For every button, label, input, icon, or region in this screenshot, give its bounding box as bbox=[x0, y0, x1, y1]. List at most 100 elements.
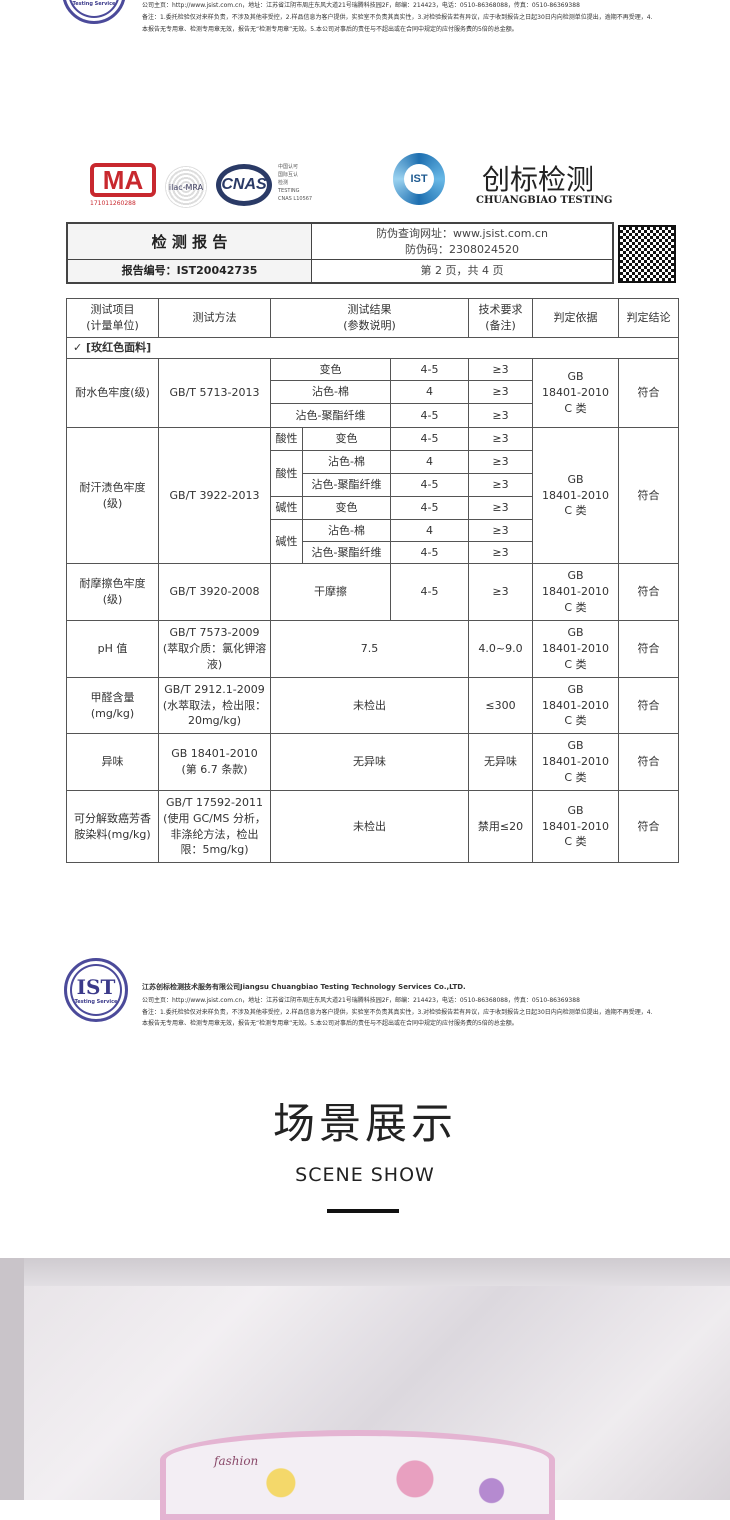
table-row: 碱性 变色 4-5 ≥3 bbox=[67, 496, 679, 520]
table-cell: 沾色-聚酯纤维 bbox=[302, 541, 391, 564]
element: IST bbox=[75, 0, 114, 1]
table-cell: 4-5 bbox=[389, 427, 470, 451]
table-cell: GB 18401-2010 C 类 bbox=[532, 620, 620, 678]
table-cell: 变色 bbox=[302, 496, 391, 520]
scene-subtitle: SCENE SHOW bbox=[295, 1164, 435, 1186]
table-cell: 符合 bbox=[618, 427, 680, 564]
table-cell: 异味 bbox=[66, 733, 159, 791]
table-cell: 无异味 bbox=[269, 733, 470, 791]
element bbox=[0, 1258, 730, 1286]
report-number: 报告编号：IST20042735 bbox=[68, 260, 312, 282]
table-cell: 甲醛含量 (mg/kg) bbox=[66, 677, 159, 734]
table-cell: 沾色-聚酯纤维 bbox=[302, 473, 391, 497]
table-cell: GB/T 7573-2009 (萃取介质：氯化钾溶 液) bbox=[158, 620, 271, 678]
table-cell: GB/T 17592-2011 (使用 GC/MS 分析， 非涤纶方法，检出 限… bbox=[158, 790, 271, 863]
table-cell: ≥3 bbox=[468, 496, 534, 520]
table-cell: 碱性 bbox=[270, 519, 303, 564]
table-cell: 符合 bbox=[618, 563, 680, 621]
table-header: 测试项目 (计量单位) 测试方法 测试结果 (参数说明) 技术要求 (备注) 判定依据判… bbox=[66, 298, 680, 338]
table-row: 沾色-棉 4 ≥3 bbox=[67, 380, 679, 404]
element: TESTING bbox=[278, 188, 300, 194]
brand-name-cn: 创标检测 bbox=[482, 163, 595, 196]
footer-company: 江苏创标检测技术服务有限公司Jiangsu Chuangbiao Testing… bbox=[142, 983, 466, 991]
table-cell: GB/T 3922-2013 bbox=[158, 427, 271, 564]
table-row: 甲醛含量 (mg/kg) GB/T 2912.1-2009 (水萃取法，检出限： … bbox=[66, 677, 680, 734]
element: IST bbox=[76, 975, 116, 999]
query-url: 防伪查询网址：www.jsist.com.cn bbox=[376, 227, 548, 240]
cnas-logo: CNAS bbox=[216, 164, 272, 206]
element: CNAS L10567 bbox=[278, 196, 313, 202]
section-label: ✓ [玫红色面料] bbox=[65, 337, 680, 359]
table-row: 碱性 沾色-棉 4 ≥3 bbox=[67, 519, 679, 564]
scene-title: 场景展示 bbox=[272, 1099, 457, 1148]
table-cell: GB/T 2912.1-2009 (水萃取法，检出限： 20mg/kg) bbox=[158, 677, 271, 734]
element bbox=[0, 1258, 24, 1500]
storage-basket: fashion bbox=[160, 1430, 555, 1520]
table-cell: 沾色-聚酯纤维 bbox=[270, 403, 391, 428]
table-cell: 判定结论 bbox=[618, 298, 680, 338]
table-cell: 变色 bbox=[302, 427, 391, 451]
table-row: 耐汗渍色牢度 (级) GB/T 3922-2013 酸性 变色 4-5 ≥3 GB 1840… bbox=[66, 427, 680, 564]
table-cell: 耐水色牢度(级) bbox=[66, 358, 159, 428]
element: 中国认可 bbox=[278, 164, 299, 170]
element: fashion bbox=[214, 1454, 259, 1468]
table-cell: GB/T 5713-2013 bbox=[158, 358, 271, 428]
table-cell: 4-5 bbox=[389, 541, 470, 564]
table-cell: GB 18401-2010 C 类 bbox=[532, 733, 620, 791]
report-title: 检 测 报 告 bbox=[68, 224, 312, 260]
table-row: 酸性 沾色-棉 4 ≥3 bbox=[67, 450, 679, 497]
footer-contact: 公司主页：http://www.jsist.com.cn，地址：江苏省江阴市周庄… bbox=[142, 2, 580, 9]
footer-contact: 公司主页：http://www.jsist.com.cn，地址：江苏省江阴市周庄… bbox=[142, 997, 580, 1004]
scene-photo: fashion bbox=[0, 1258, 730, 1520]
table-cell: GB 18401-2010 C 类 bbox=[532, 790, 620, 863]
table-cell: GB 18401-2010 C 类 bbox=[532, 358, 620, 428]
table-cell: 测试结果 (参数说明) bbox=[269, 298, 470, 338]
table-row: 沾色-聚酯纤维 4-5 ≥3 bbox=[67, 403, 679, 428]
table-cell: 符合 bbox=[618, 358, 680, 428]
table-cell: ≥3 bbox=[468, 403, 534, 428]
table-cell: 耐汗渍色牢度 (级) bbox=[66, 427, 159, 564]
table-cell: 判定依据 bbox=[532, 298, 620, 338]
table-cell: 符合 bbox=[618, 620, 680, 678]
table-cell: 酸性 bbox=[270, 427, 303, 451]
table-cell: 4 bbox=[389, 380, 470, 404]
table-cell: ≥3 bbox=[468, 519, 534, 542]
report-header: 检 测 报 告 报告编号：IST20042735 防伪查询网址：www.jsis… bbox=[66, 222, 614, 284]
table-cell: 技术要求 (备注) bbox=[468, 298, 534, 338]
element: 国际互认 bbox=[278, 172, 299, 178]
report-footer: IST Testing Service 江苏创标检测技术服务有限公司Jiangsu… bbox=[62, 958, 682, 1028]
footer-note: 本报告无专用章、检测专用章无效，报告无“检测专用章”无效。5.本公司对事后的责任… bbox=[142, 1020, 518, 1027]
table-cell: ≥3 bbox=[468, 473, 534, 497]
table-cell: ≥3 bbox=[468, 358, 534, 381]
table-cell: ≤300 bbox=[468, 677, 534, 734]
table-cell: 4-5 bbox=[389, 473, 470, 497]
table-cell: 符合 bbox=[618, 790, 680, 863]
table-cell: 4 bbox=[389, 519, 470, 542]
table-cell: 无异味 bbox=[468, 733, 534, 791]
table-cell: 测试项目 (计量单位) bbox=[66, 298, 159, 338]
anti-fake-code: 防伪码：2308024520 bbox=[405, 243, 519, 256]
table-cell: 4.0~9.0 bbox=[468, 620, 534, 678]
cma-number: 171011260288 bbox=[90, 200, 136, 207]
test-results-table: 测试项目 (计量单位) 测试方法 测试结果 (参数说明) 技术要求 (备注) 判定依据判… bbox=[65, 298, 680, 863]
element: 测试项目 (计量单位) 测试方法 测试结果 (参数说明) 技术要求 (备注) 判定依据判… bbox=[65, 298, 680, 863]
table-cell: 4-5 bbox=[389, 496, 470, 520]
table-cell: ≥3 bbox=[468, 380, 534, 404]
table-cell: GB 18401-2010 (第 6.7 条款) bbox=[158, 733, 271, 791]
table-row: 异味 GB 18401-2010 (第 6.7 条款) 无异味 无异味 GB 18401… bbox=[66, 733, 680, 791]
table-cell: ≥3 bbox=[468, 541, 534, 564]
table-cell: 变色 bbox=[270, 358, 391, 381]
table-cell: 碱性 bbox=[270, 496, 303, 520]
table-cell: 4-5 bbox=[389, 403, 470, 428]
ilac-logo: ilac-MRA bbox=[165, 166, 207, 208]
table-cell: 沾色-棉 bbox=[302, 450, 391, 474]
table-cell: 可分解致癌芳香 胺染料(mg/kg) bbox=[66, 790, 159, 863]
table-cell: 酸性 bbox=[270, 450, 303, 497]
table-cell: 4-5 bbox=[389, 563, 470, 621]
element: ✓ [玫红色面料] bbox=[65, 337, 680, 359]
table-cell: 符合 bbox=[618, 677, 680, 734]
qr-code[interactable] bbox=[618, 225, 676, 283]
element: Testing Service bbox=[72, 1, 116, 7]
table-cell: GB 18401-2010 C 类 bbox=[532, 677, 620, 734]
table-cell: 测试方法 bbox=[158, 298, 271, 338]
